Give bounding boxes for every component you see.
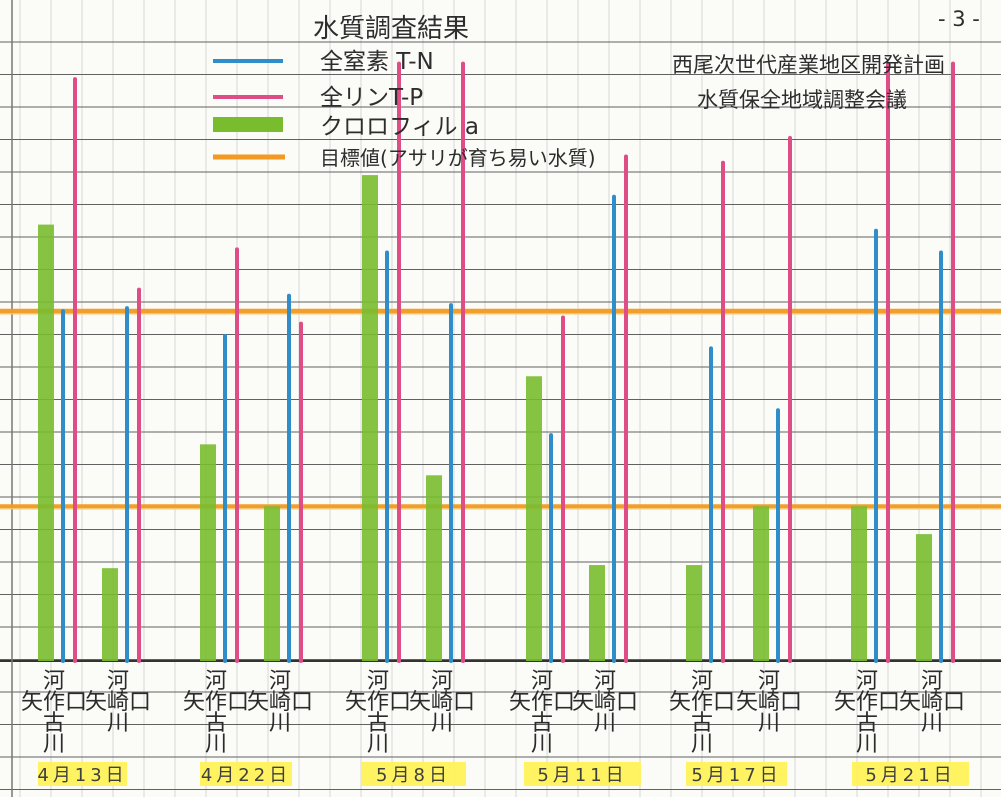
chlorophyll-bar (753, 506, 769, 661)
chlorophyll-bar (589, 565, 605, 661)
station-label-line: 川 (691, 732, 713, 757)
station-label-line: 河 (269, 669, 291, 694)
station-label-line: 河 (431, 669, 453, 694)
legend-label: 目標値(アサリが育ち易い水質) (320, 146, 596, 170)
station-label-line: 古 (691, 711, 713, 736)
station-label-line: 古 (205, 711, 227, 736)
legend-label: 全窒素 T-N (320, 49, 434, 75)
date-highlight (361, 762, 466, 786)
station-label-line: 川 (269, 711, 291, 736)
station-label-line: 川 (367, 732, 389, 757)
station-label-line: 矢崎口 (736, 690, 802, 715)
green-bar-icon (213, 117, 283, 132)
station-label-line: 古 (43, 711, 65, 736)
date-label: 4月22日 (201, 765, 291, 786)
chlorophyll-bar (916, 534, 932, 661)
chlorophyll-bar (686, 565, 702, 661)
label-layer: 河矢作口古川河矢崎口川河矢作口古川河矢崎口川河矢作口古川河矢崎口川河矢作口古川河… (21, 669, 969, 786)
station-label-line: 矢作口 (21, 690, 87, 715)
station-label-line: 川 (431, 711, 453, 736)
date-label: 5月21日 (865, 765, 955, 786)
station-label-line: 川 (758, 711, 780, 736)
date-label: 5月8日 (376, 765, 451, 786)
date-highlight (200, 762, 292, 786)
station-label-line: 河 (205, 669, 227, 694)
date-highlight (686, 762, 787, 786)
page-number: - 3 - (938, 7, 980, 31)
station-label-line: 川 (531, 732, 553, 757)
chlorophyll-bar (362, 175, 378, 661)
organization-line-1: 西尾次世代産業地区開発計画 (672, 53, 945, 77)
legend-layer: 全窒素 T-N 全リンT-P クロロフィル a 目標値(アサリが育ち易い水質) (213, 49, 596, 170)
station-label-line: 矢崎口 (85, 690, 151, 715)
station-label-line: 川 (107, 711, 129, 736)
date-label: 5月17日 (691, 765, 781, 786)
chart-title: 水質調査結果 (313, 14, 469, 44)
station-label-line: 川 (205, 732, 227, 757)
station-label-line: 矢作口 (669, 690, 735, 715)
station-label-line: 川 (856, 732, 878, 757)
station-label-line: 古 (367, 711, 389, 736)
bar-layer (38, 61, 955, 663)
station-label-line: 河 (691, 669, 713, 694)
station-label-line: 河 (531, 669, 553, 694)
station-label-line: 矢作口 (345, 690, 411, 715)
station-label-line: 河 (107, 669, 129, 694)
date-highlight (524, 762, 641, 786)
chlorophyll-bar (38, 224, 54, 662)
station-label-line: 古 (531, 711, 553, 736)
station-label-line: 河 (921, 669, 943, 694)
date-label: 5月11日 (537, 765, 627, 786)
station-label-line: 河 (856, 669, 878, 694)
chlorophyll-bar (264, 506, 280, 661)
date-label: 4月13日 (37, 765, 127, 786)
legend-label: 全リンT-P (320, 85, 423, 111)
chlorophyll-bar (526, 376, 542, 661)
chlorophyll-bar (200, 444, 216, 661)
station-label-line: 河 (594, 669, 616, 694)
station-label-line: 矢崎口 (409, 690, 475, 715)
date-highlight (852, 762, 969, 786)
chlorophyll-bar (102, 568, 118, 661)
station-label-line: 矢作口 (183, 690, 249, 715)
station-label-line: 川 (594, 711, 616, 736)
chlorophyll-bar (426, 475, 442, 661)
station-label-line: 川 (921, 711, 943, 736)
station-label-line: 矢崎口 (572, 690, 638, 715)
station-label-line: 矢作口 (834, 690, 900, 715)
station-label-line: 矢崎口 (899, 690, 965, 715)
organization-line-2: 水質保全地域調整会議 (697, 88, 907, 112)
station-label-line: 河 (43, 669, 65, 694)
station-label-line: 川 (43, 732, 65, 757)
chlorophyll-bar (851, 506, 867, 661)
date-highlight (38, 762, 127, 786)
station-label-line: 古 (856, 711, 878, 736)
station-label-line: 河 (367, 669, 389, 694)
target-layer (0, 308, 1001, 510)
station-label-line: 矢崎口 (247, 690, 313, 715)
legend-label: クロロフィル a (320, 114, 479, 140)
station-label-line: 矢作口 (509, 690, 575, 715)
station-label-line: 河 (758, 669, 780, 694)
